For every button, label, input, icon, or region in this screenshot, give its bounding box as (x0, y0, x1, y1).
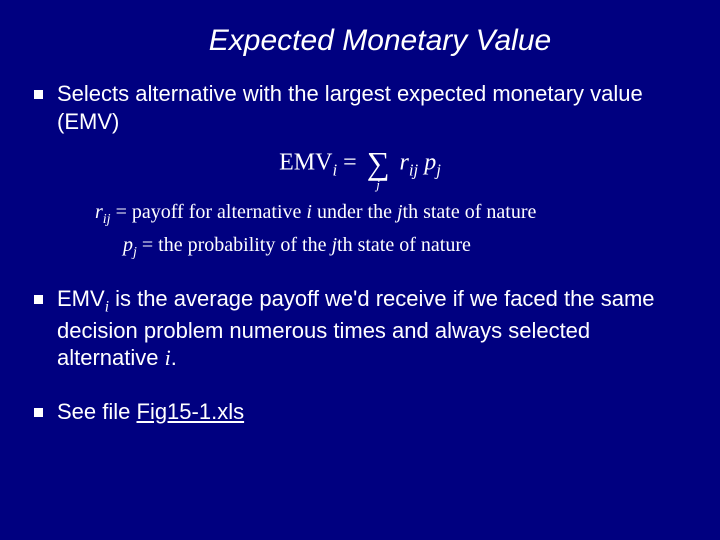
sigma-symbol: ∑ (367, 147, 390, 179)
bullet-3-text: See file Fig15-1.xls (57, 398, 244, 426)
b2-body: is the average payoff we'd receive if we… (57, 286, 655, 370)
def2-eq: = the probability of the (137, 234, 332, 256)
bullet-2: EMVi is the average payoff we'd receive … (34, 285, 686, 372)
emv-formula: EMVi = ∑j rij pj (279, 147, 441, 181)
sigma-icon: ∑j (367, 147, 390, 181)
formula-equals: = (337, 150, 363, 176)
def2-sym: p (123, 234, 133, 256)
file-link[interactable]: Fig15-1.xls (137, 399, 245, 424)
definitions: rij = payoff for alternative i under the… (95, 201, 625, 261)
bullet-1-text: Selects alternative with the largest exp… (57, 80, 686, 135)
bullet-marker-icon (34, 295, 43, 304)
slide: Expected Monetary Value Selects alternat… (0, 0, 720, 540)
slide-title: Expected Monetary Value (74, 24, 686, 58)
formula-r: r (400, 150, 409, 176)
bullet-3: See file Fig15-1.xls (34, 398, 686, 426)
def1-sym: r (95, 201, 103, 223)
def-2: pj = the probability of the jth state of… (95, 234, 625, 261)
def1-end: th state of nature (403, 201, 537, 223)
def1-sub: ij (103, 212, 111, 227)
b2-period: . (171, 345, 177, 370)
def1-eq: = payoff for alternative (111, 201, 307, 223)
b3-see: See file (57, 399, 137, 424)
bullet-1: Selects alternative with the largest exp… (34, 80, 686, 135)
formula-p: p (418, 150, 436, 176)
formula-lhs: EMV (279, 150, 332, 176)
def1-mid: under the (312, 201, 397, 223)
formula-r-sub: ij (409, 160, 418, 179)
b2-emv: EMV (57, 286, 105, 311)
bullet-marker-icon (34, 408, 43, 417)
formula-p-sub: j (436, 160, 441, 179)
bullet-2-text: EMVi is the average payoff we'd receive … (57, 285, 686, 372)
def2-end: th state of nature (337, 234, 471, 256)
formula-block: EMVi = ∑j rij pj (34, 147, 686, 181)
sigma-sub: j (376, 177, 380, 193)
def-1: rij = payoff for alternative i under the… (95, 201, 625, 228)
bullet-marker-icon (34, 90, 43, 99)
